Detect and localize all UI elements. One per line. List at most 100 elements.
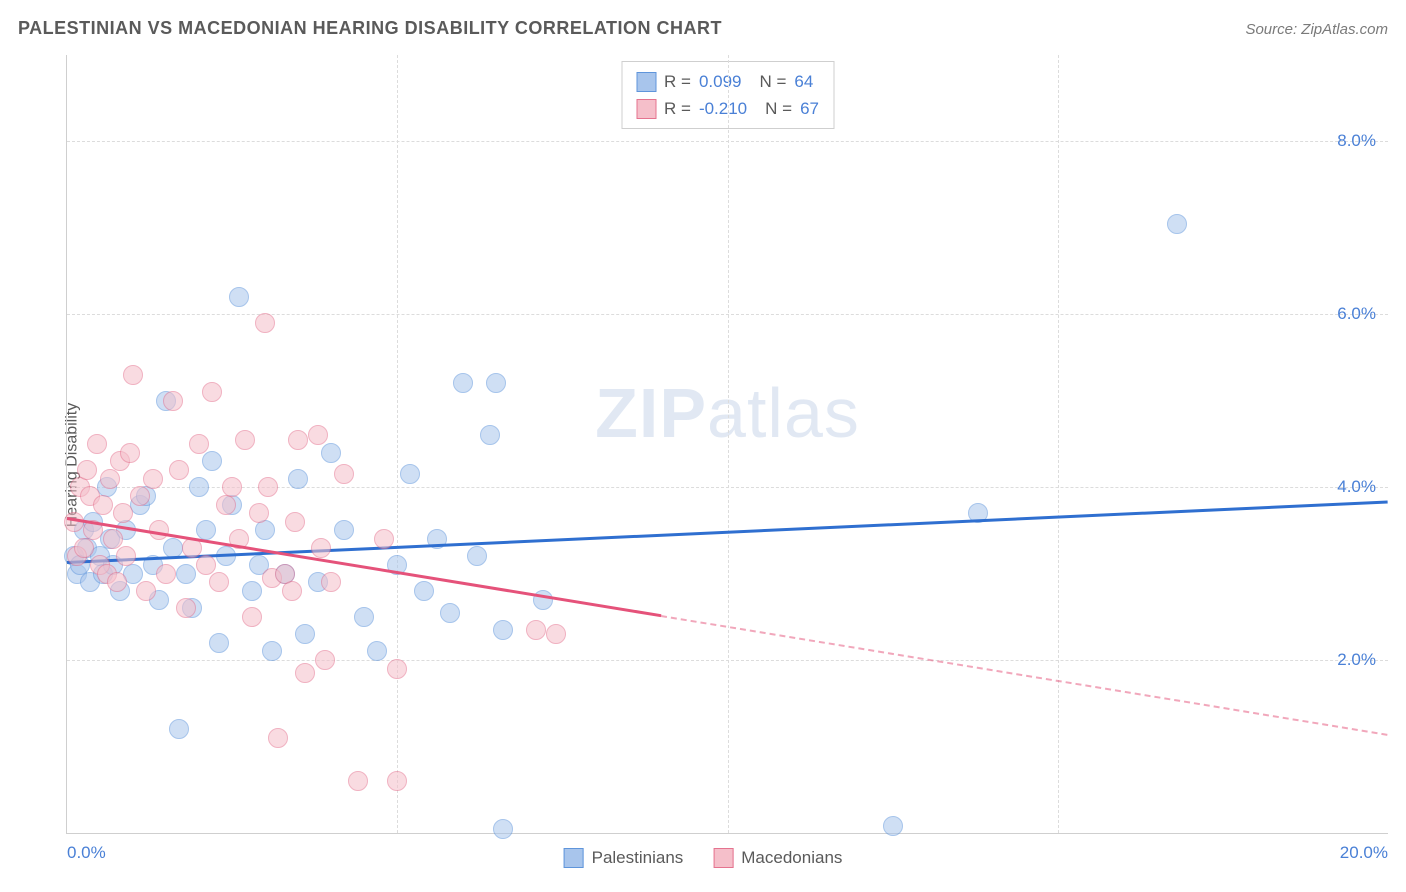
scatter-point (288, 430, 308, 450)
gridline-v (397, 55, 398, 833)
ytick-label: 2.0% (1337, 650, 1376, 670)
scatter-point (163, 391, 183, 411)
scatter-point (440, 603, 460, 623)
scatter-point (100, 469, 120, 489)
scatter-point (189, 477, 209, 497)
scatter-point (77, 460, 97, 480)
scatter-point (242, 607, 262, 627)
scatter-point (196, 555, 216, 575)
scatter-point (883, 816, 903, 836)
scatter-point (1167, 214, 1187, 234)
chart-header: PALESTINIAN VS MACEDONIAN HEARING DISABI… (18, 18, 1388, 39)
scatter-point (189, 434, 209, 454)
legend-item-2: Macedonians (713, 848, 842, 868)
scatter-point (209, 572, 229, 592)
r-value-1: 0.099 (699, 68, 742, 95)
n-label-1: N = (759, 68, 786, 95)
n-value-1: 64 (794, 68, 813, 95)
scatter-point (202, 382, 222, 402)
xtick-label: 0.0% (67, 843, 106, 863)
scatter-point (493, 620, 513, 640)
scatter-point (334, 464, 354, 484)
scatter-point (387, 771, 407, 791)
legend-label-1: Palestinians (592, 848, 684, 868)
gridline-v (728, 55, 729, 833)
scatter-point (209, 633, 229, 653)
scatter-point (235, 430, 255, 450)
scatter-point (120, 443, 140, 463)
scatter-point (533, 590, 553, 610)
scatter-point (334, 520, 354, 540)
xtick-label: 20.0% (1340, 843, 1388, 863)
scatter-point (169, 460, 189, 480)
gridline-v (1058, 55, 1059, 833)
scatter-point (169, 719, 189, 739)
r-label-2: R = (664, 95, 691, 122)
n-label-2: N = (765, 95, 792, 122)
scatter-point (486, 373, 506, 393)
scatter-point (493, 819, 513, 839)
ytick-label: 4.0% (1337, 477, 1376, 497)
scatter-point (311, 538, 331, 558)
scatter-point (295, 663, 315, 683)
ytick-label: 8.0% (1337, 131, 1376, 151)
scatter-point (546, 624, 566, 644)
scatter-point (467, 546, 487, 566)
scatter-point (249, 503, 269, 523)
scatter-point (308, 425, 328, 445)
scatter-point (374, 529, 394, 549)
scatter-point (163, 538, 183, 558)
scatter-point (387, 659, 407, 679)
scatter-point (107, 572, 127, 592)
scatter-point (268, 728, 288, 748)
legend-bottom: Palestinians Macedonians (564, 848, 843, 868)
swatch-series-1 (636, 72, 656, 92)
scatter-point (400, 464, 420, 484)
scatter-point (136, 581, 156, 601)
scatter-point (453, 373, 473, 393)
scatter-point (255, 520, 275, 540)
ytick-label: 6.0% (1337, 304, 1376, 324)
scatter-point (103, 529, 123, 549)
chart-title: PALESTINIAN VS MACEDONIAN HEARING DISABI… (18, 18, 722, 39)
scatter-point (480, 425, 500, 445)
scatter-point (242, 581, 262, 601)
scatter-point (255, 313, 275, 333)
scatter-point (176, 598, 196, 618)
watermark-atlas: atlas (707, 374, 860, 452)
scatter-point (116, 546, 136, 566)
swatch-series-2 (636, 99, 656, 119)
scatter-point (202, 451, 222, 471)
n-value-2: 67 (800, 95, 819, 122)
scatter-point (229, 287, 249, 307)
chart-area: Hearing Disability ZIPatlas R = 0.099 N … (18, 55, 1388, 874)
scatter-point (130, 486, 150, 506)
r-value-2: -0.210 (699, 95, 747, 122)
scatter-point (176, 564, 196, 584)
chart-source: Source: ZipAtlas.com (1245, 21, 1388, 38)
scatter-point (262, 641, 282, 661)
scatter-point (282, 581, 302, 601)
scatter-point (288, 469, 308, 489)
scatter-point (258, 477, 278, 497)
scatter-point (285, 512, 305, 532)
scatter-point (321, 572, 341, 592)
scatter-point (113, 503, 133, 523)
scatter-point (222, 477, 242, 497)
legend-swatch-2 (713, 848, 733, 868)
watermark-zip: ZIP (595, 374, 707, 452)
scatter-point (156, 564, 176, 584)
legend-swatch-1 (564, 848, 584, 868)
legend-label-2: Macedonians (741, 848, 842, 868)
scatter-point (414, 581, 434, 601)
scatter-point (295, 624, 315, 644)
scatter-point (526, 620, 546, 640)
scatter-point (196, 520, 216, 540)
scatter-point (367, 641, 387, 661)
scatter-point (321, 443, 341, 463)
scatter-point (74, 538, 94, 558)
scatter-point (143, 469, 163, 489)
scatter-point (123, 365, 143, 385)
scatter-point (93, 495, 113, 515)
scatter-point (216, 495, 236, 515)
